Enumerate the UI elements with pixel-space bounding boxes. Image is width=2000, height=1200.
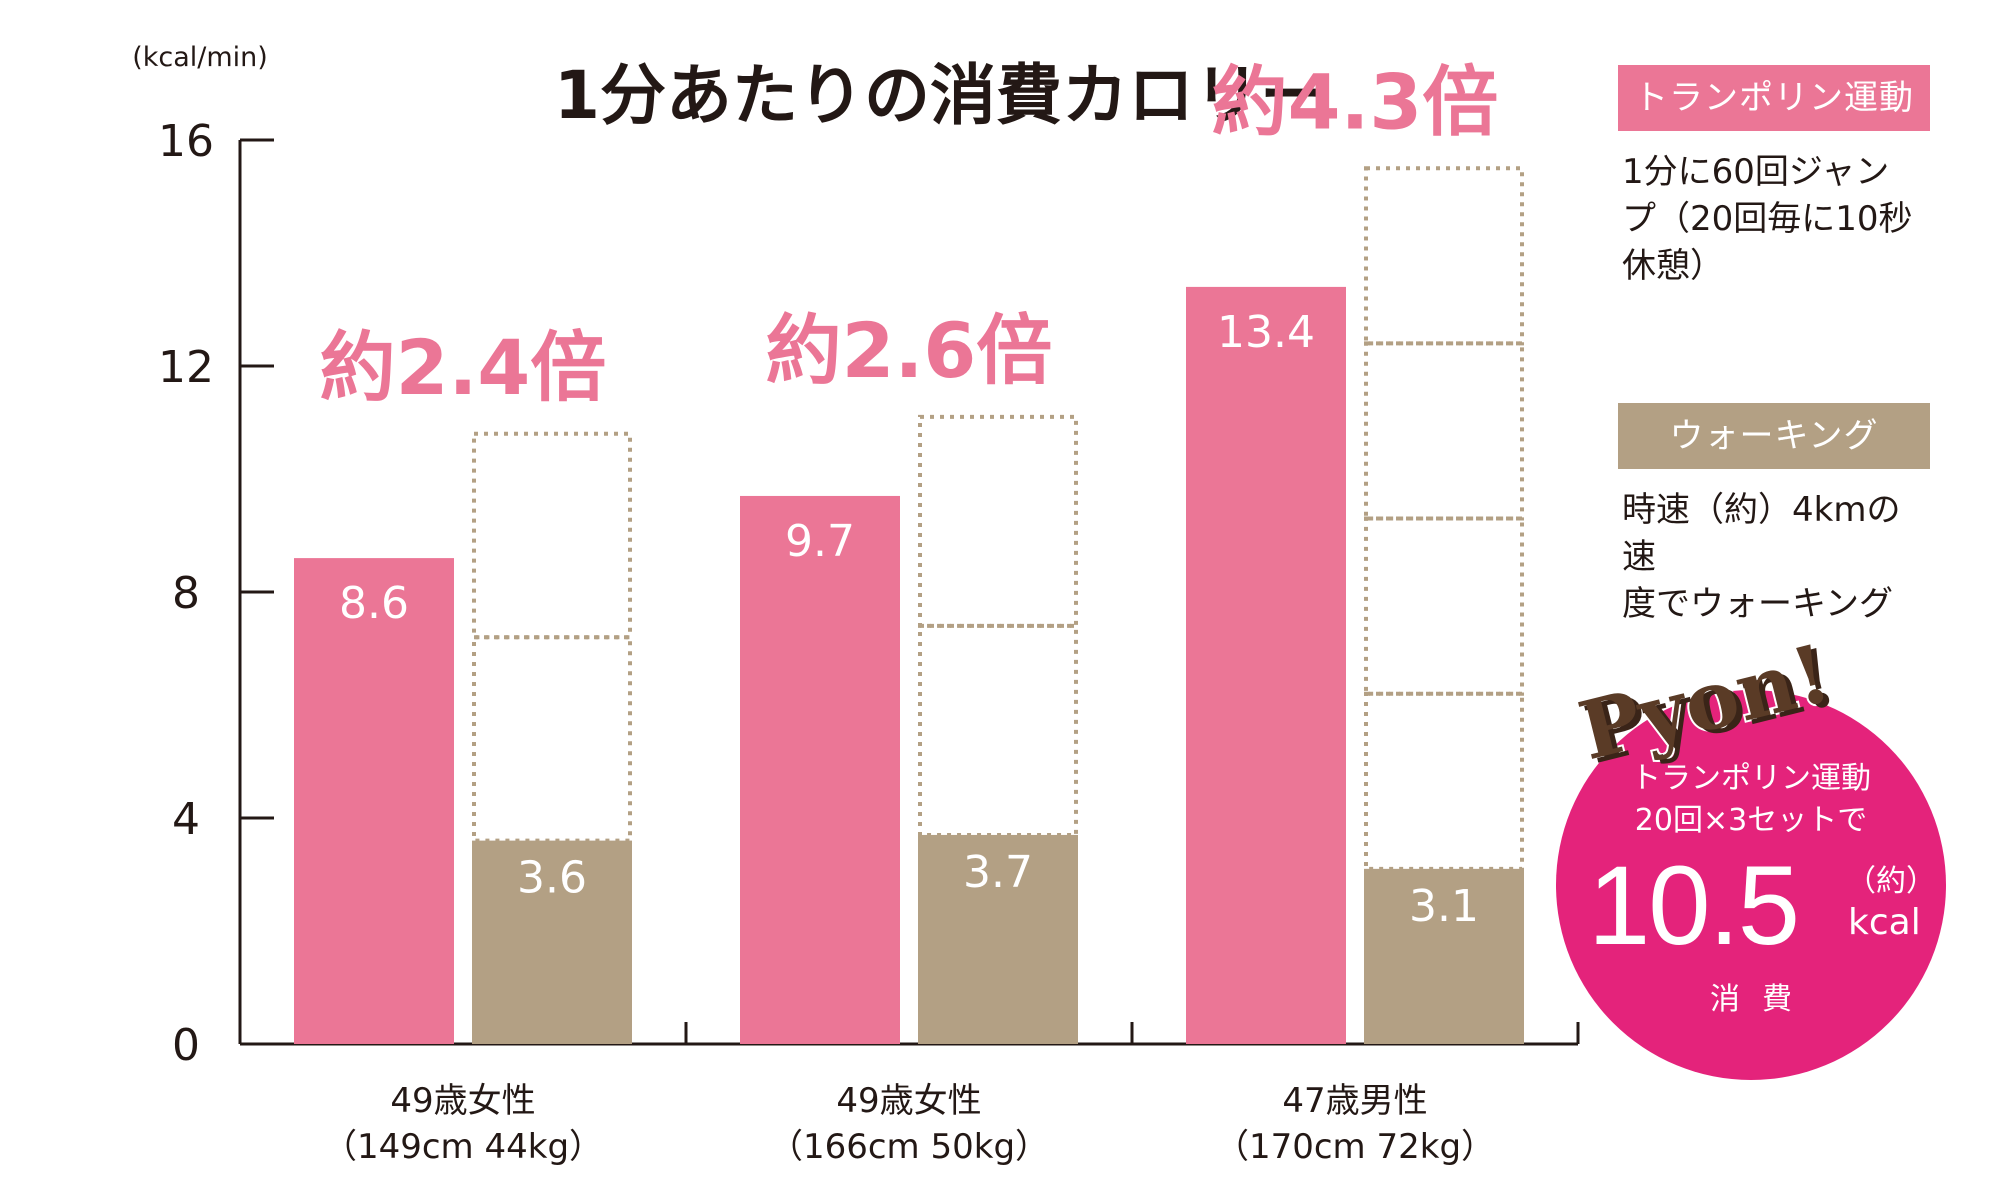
- ratio-label: 約2.6倍: [766, 306, 1053, 395]
- dotted-multiple-block: [472, 431, 632, 640]
- bar-trampoline: [1186, 286, 1346, 1044]
- dotted-multiple-block: [1364, 166, 1524, 346]
- legend-description-walking: 時速（約）4kmの速 度でウォーキング: [1618, 487, 1930, 628]
- bar-value-label-walking: 3.1: [1409, 881, 1479, 932]
- dotted-multiple-block: [472, 635, 632, 843]
- dotted-multiple-block: [1364, 691, 1524, 871]
- legend-desc-line: 休憩）: [1622, 246, 1724, 286]
- bar-value-label-walking: 3.6: [517, 853, 587, 904]
- y-tick-label: 4: [172, 794, 200, 845]
- calorie-badge: トランポリン運動 20回×3セットで 10.5 （約） kcal 消費: [1556, 690, 1946, 1080]
- badge-footer: 消費: [1710, 982, 1814, 1017]
- legend-swatch-walking: ウォーキング: [1618, 403, 1930, 469]
- bar-trampoline: [740, 495, 900, 1044]
- badge-line-1: トランポリン運動: [1631, 761, 1871, 796]
- plot-area: 0 4 8 12 16 8.6 3.6 約2.4倍 49歳女性 （149cm 44kg） 9.7 3.…: [158, 57, 1580, 1167]
- badge-unit: kcal: [1848, 902, 1921, 943]
- legend-trampoline: トランポリン運動 1分に60回ジャン プ（20回毎に10秒 休憩）: [1618, 65, 1930, 290]
- dotted-multiple-block: [1364, 516, 1524, 696]
- badge-note: （約）: [1846, 864, 1936, 899]
- badge-value-row: 10.5 （約） kcal: [1556, 846, 1946, 966]
- bar-value-label-walking: 3.7: [963, 847, 1033, 898]
- dotted-multiple-block: [918, 623, 1078, 837]
- bar-trampoline: [294, 558, 454, 1044]
- badge-line-2: 20回×3セットで: [1634, 803, 1868, 838]
- category-label-line2: （166cm 50kg）: [769, 1127, 1049, 1167]
- category-label-line2: （149cm 44kg）: [323, 1127, 603, 1167]
- bar-walking: [1364, 868, 1524, 1044]
- category-label-line2: （170cm 72kg）: [1215, 1127, 1495, 1167]
- bar-value-label-trampoline: 13.4: [1217, 307, 1315, 358]
- legend-swatch-trampoline: トランポリン運動: [1618, 65, 1930, 131]
- category-label-line1: 47歳男性: [1282, 1081, 1427, 1121]
- ratio-label: 約4.3倍: [1212, 57, 1499, 146]
- legend-desc-line: 1分に60回ジャン: [1622, 152, 1890, 192]
- y-tick-label: 0: [172, 1020, 200, 1071]
- legend-desc-line: 時速（約）4kmの速: [1622, 490, 1901, 577]
- badge-number: 10.5: [1588, 843, 1800, 968]
- bar-walking: [918, 834, 1078, 1044]
- dotted-multiple-block: [1364, 341, 1524, 521]
- y-tick-label: 12: [158, 342, 214, 393]
- legend-description-trampoline: 1分に60回ジャン プ（20回毎に10秒 休憩）: [1618, 149, 1930, 290]
- category-label-line1: 49歳女性: [390, 1081, 535, 1121]
- legend-desc-line: 度でウォーキング: [1622, 584, 1893, 624]
- legend-walking: ウォーキング 時速（約）4kmの速 度でウォーキング: [1618, 403, 1930, 628]
- dotted-multiple-block: [918, 414, 1078, 628]
- bar-walking: [472, 840, 632, 1044]
- y-tick-label: 16: [158, 116, 214, 167]
- y-tick-label: 8: [172, 568, 200, 619]
- ratio-label: 約2.4倍: [320, 323, 607, 412]
- legend-desc-line: プ（20回毎に10秒: [1622, 199, 1913, 239]
- bar-value-label-trampoline: 9.7: [785, 516, 855, 567]
- category-label-line1: 49歳女性: [836, 1081, 981, 1121]
- y-axis-unit: (kcal/min): [132, 42, 268, 73]
- chart-title: 1分あたりの消費カロリー: [554, 57, 1326, 134]
- bar-value-label-trampoline: 8.6: [339, 578, 409, 629]
